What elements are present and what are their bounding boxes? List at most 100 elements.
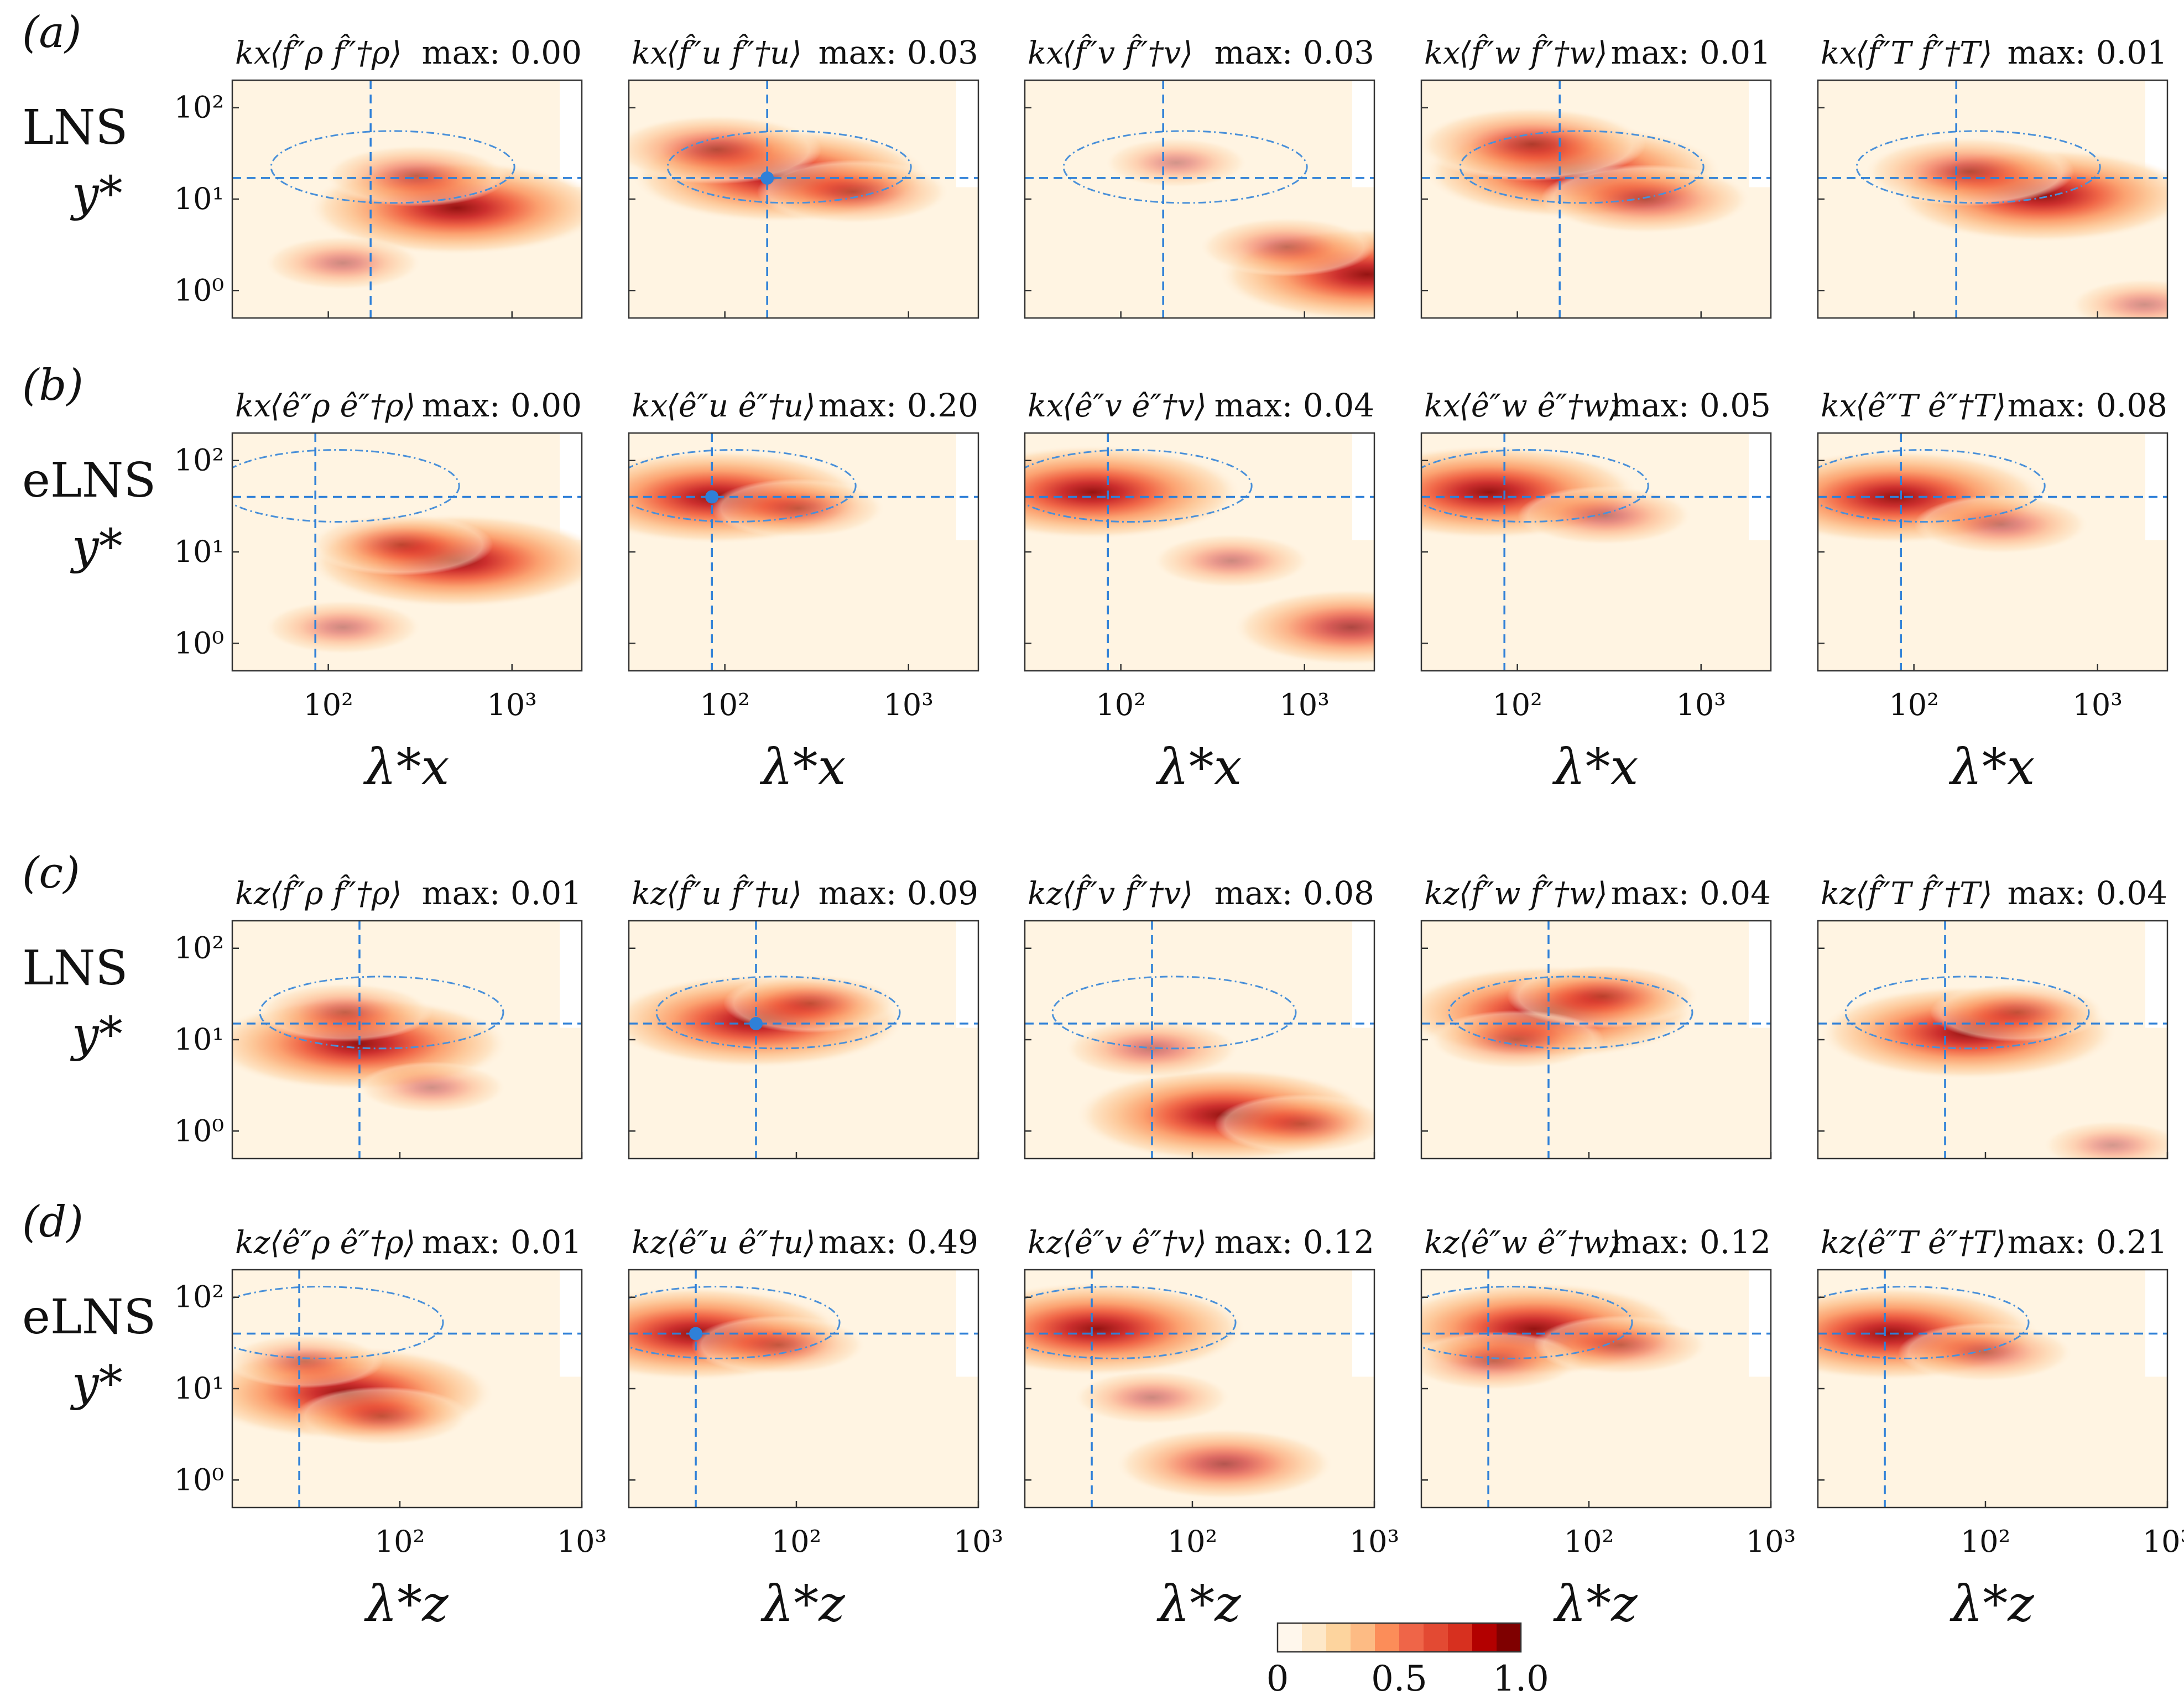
panel: kx⟨ê″ρ ê″†ρ⟩ max: 0.00 10² 10¹ 10⁰ 10² 10³ λ*x [174,387,583,796]
reference-contour [232,1286,444,1359]
contour-blob [1025,445,1242,540]
contour-blob [1421,107,1646,181]
y-axis-label: y* [70,1007,123,1062]
colorbar-frame [1276,1622,1522,1653]
x-axis-label: λ*z [364,1575,449,1633]
peak-marker [705,490,719,504]
panel: kz ⟨f̂″T f̂″†T⟩ max: 0.04 [1817,874,2169,1160]
reference-contour [259,976,504,1050]
contour-blob [1429,1010,1604,1070]
contour-group [629,433,978,671]
x-tick-label: 10³ [1676,687,1726,722]
contour-blob [2042,1120,2167,1159]
reference-contour [1025,449,1253,523]
reference-contour [1421,449,1649,523]
empty-region [1749,921,1771,1028]
panel-title: kx [632,35,668,71]
panel: kz ⟨ê″u ê″†u⟩ max: 0.49 10² 10³ λ*z [628,1223,1003,1633]
empty-region [1352,921,1374,1028]
panel-title: kz [632,876,667,912]
contour-blob [1114,1428,1334,1500]
panel-max: max: 0.08 [2008,387,2167,424]
contour-group [1421,433,1771,671]
panel-max: max: 0.12 [1215,1223,1374,1261]
x-tick-label: 10² [1096,687,1145,722]
panel-title: kz [1424,1225,1460,1261]
panel-operator: ⟨ê″w ê″†w⟩ [1459,388,1621,424]
empty-region [560,921,582,1028]
panel: kx⟨ê″w ê″†w⟩max: 0.05 10² 10³ λ*x [1420,387,1772,796]
contour-blob [1104,137,1248,188]
panel-operator: ⟨ê″ρ ê″†ρ⟩ [270,1225,415,1261]
peak-marker [760,171,774,185]
empty-region [1352,1270,1374,1377]
x-tick-label: 10² [1492,687,1542,722]
panel-operator: ⟨f̂″u f̂″†u⟩ [666,874,802,912]
colorbar-swatch [1399,1623,1424,1652]
contour-group [629,80,978,318]
x-axis-label: λ*z [1950,1575,2034,1633]
panel-letter: (d) [22,1197,84,1247]
empty-region [560,80,582,187]
reference-contour [1448,976,1693,1050]
contour-group [232,433,582,671]
y-tick-label: 10¹ [174,1022,224,1057]
panel-max: max: 0.09 [819,874,978,912]
contour-blob [2070,279,2167,318]
empty-region [956,1270,978,1377]
y-tick-label: 10² [174,443,224,478]
panel: kz ⟨f̂″ρ f̂″†ρ⟩ max: 0.01 10² 10¹ 10⁰ [174,874,583,1160]
empty-region [956,80,978,187]
x-tick-label: 10² [303,687,353,722]
panel-title: kz [235,876,270,912]
x-axis-label: λ*x [363,738,450,796]
contour-group [1421,80,1771,318]
y-tick-label: 10² [174,90,224,125]
panel-max: max: 0.01 [422,874,582,912]
panel-title: kz [1821,876,1856,912]
contour-group [629,1270,978,1508]
contour-group [232,80,582,318]
x-tick-label: 10² [1167,1524,1217,1559]
panel-operator: ⟨f̂″w f̂″†w⟩ [1459,874,1608,912]
panel: kx⟨ê″T ê″†T⟩ max: 0.08 10² 10³ λ*x [1817,387,2169,796]
model-label: eLNS [22,1290,156,1345]
panel-title: kx [1028,388,1064,424]
colorbar-swatch [1497,1623,1521,1652]
x-tick-label: 10³ [1280,687,1330,722]
panel-title: kx [235,35,272,71]
panel-max: max: 0.05 [1611,387,1771,424]
x-axis-label: λ*z [1156,1575,1241,1633]
contour-blob [1914,494,2089,554]
reference-contour [1818,1286,2030,1359]
reference-contour [1855,130,2101,204]
reference-contour [1818,449,2046,523]
panel: kz ⟨ê″v ê″†v⟩ max: 0.12 10² 10³ λ*z [1024,1223,1399,1633]
x-axis-label: λ*x [1156,738,1242,796]
panel-title: kx [1821,35,1857,71]
reference-contour [1459,130,1705,204]
contour-blob [264,236,421,290]
model-label: LNS [22,941,128,996]
panel-title: kz [1028,1225,1063,1261]
contour-blob [710,478,885,538]
panel: kz ⟨f̂″u f̂″†u⟩ max: 0.09 [628,874,979,1160]
contour-group [1025,921,1374,1159]
y-tick-label: 10⁰ [174,273,224,307]
panel-operator: ⟨f̂″v f̂″†v⟩ [1062,33,1193,71]
colorbar-tick-label: 1.0 [1493,1659,1549,1695]
reference-contour [666,130,912,204]
panel-operator: ⟨f̂″T f̂″†T⟩ [1855,874,1993,912]
contour-blob [691,1315,867,1375]
colorbar-tick-label: 0 [1266,1659,1289,1695]
panel-letter: (a) [22,8,81,58]
empty-region [2145,1270,2167,1377]
reference-contour [655,976,901,1050]
contour-blob [1064,1019,1239,1078]
panel-max: max: 0.49 [819,1223,978,1261]
colorbar-swatch [1448,1623,1473,1652]
panel: kx⟨f̂″u f̂″†u⟩ max: 0.03 [628,33,979,319]
reference-contour [629,1286,841,1359]
panel-operator: ⟨ê″v ê″†v⟩ [1062,1225,1207,1261]
panel-max: max: 0.01 [1611,34,1771,71]
